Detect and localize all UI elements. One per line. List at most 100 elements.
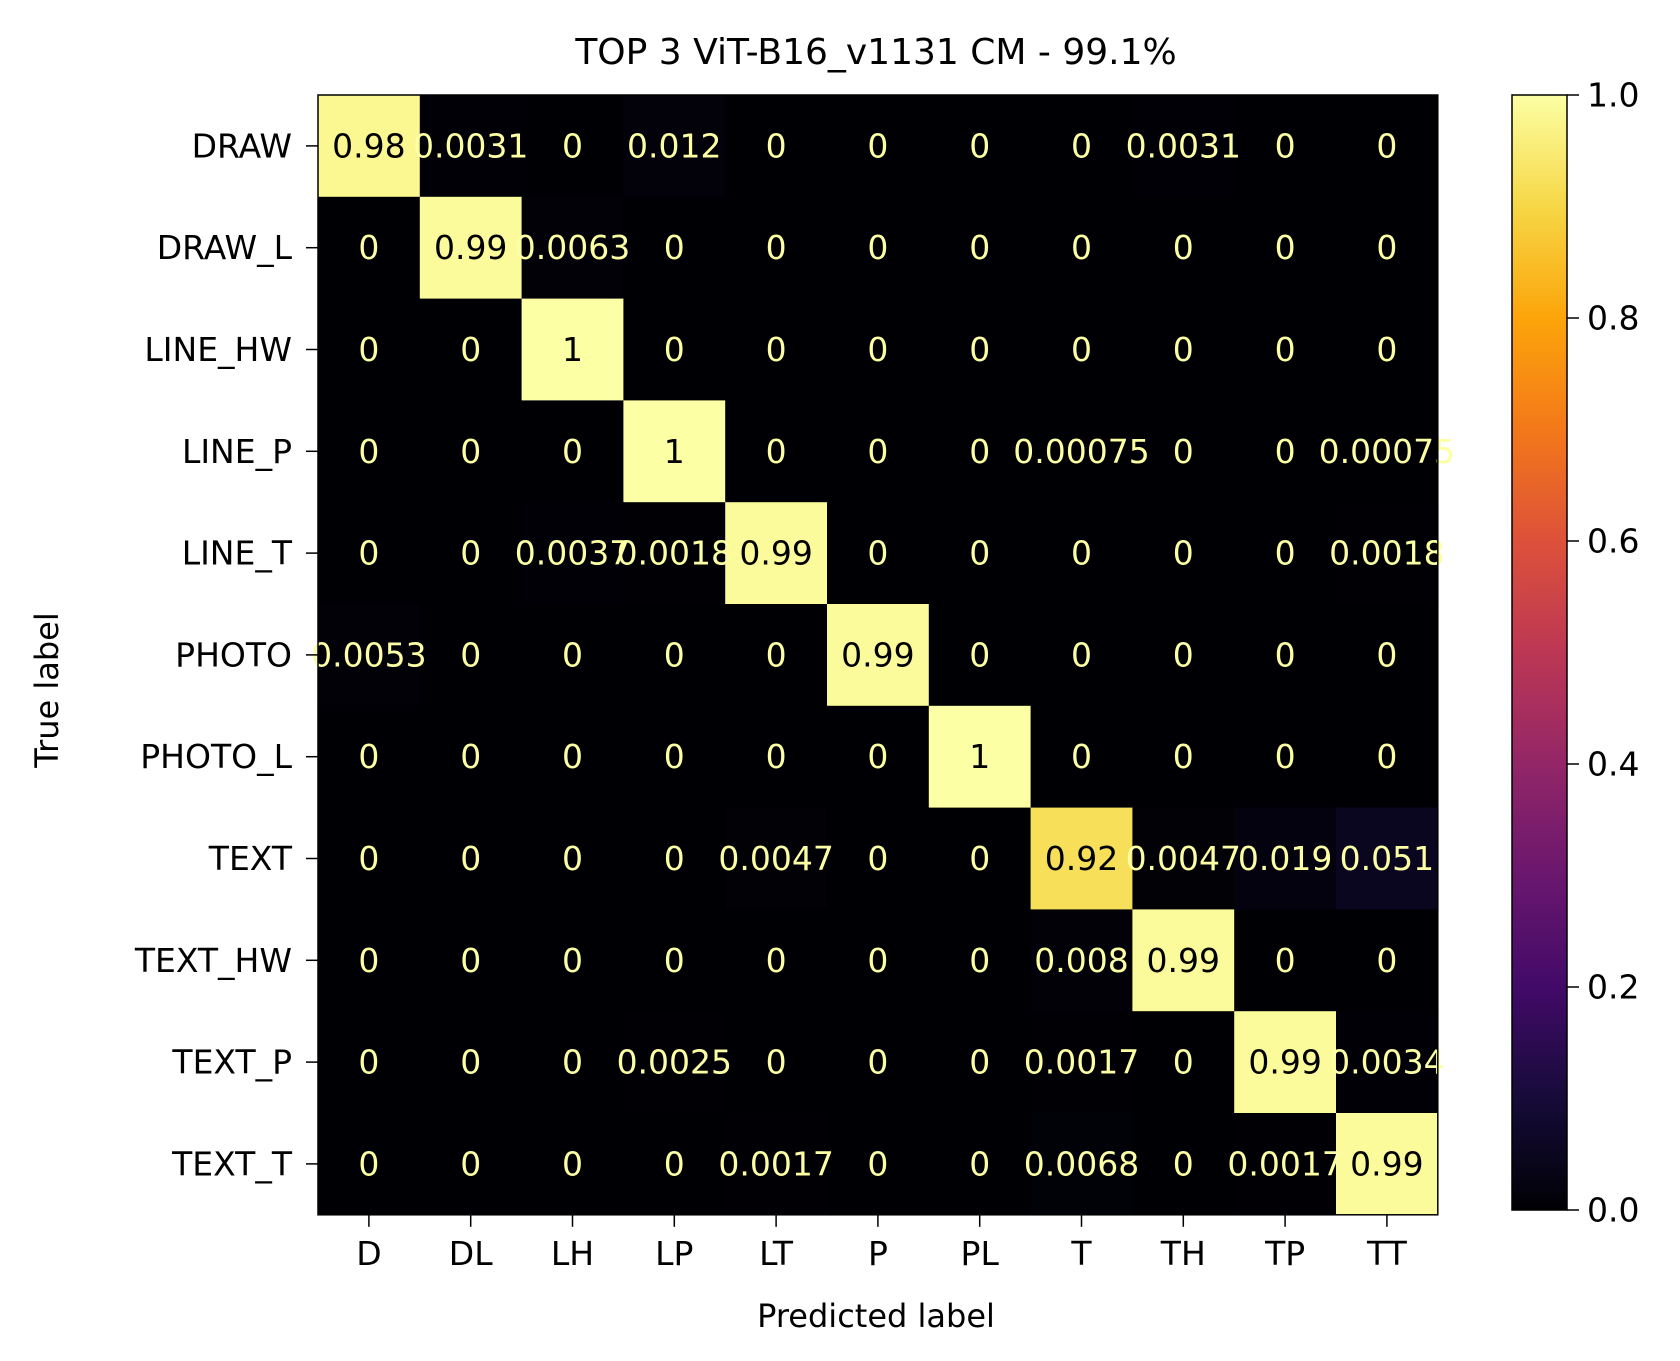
cell-value-label: 0 [1071, 635, 1092, 674]
cell-value-label: 0 [969, 941, 990, 980]
cell-value-label: 1 [562, 330, 583, 369]
heatmap-cell [1336, 298, 1439, 401]
heatmap-cell [725, 909, 828, 1012]
heatmap-cell [827, 95, 930, 198]
colorbar-tick-label: 1.0 [1587, 76, 1639, 115]
heatmap-cell [725, 298, 828, 401]
cell-value-label: 0 [969, 432, 990, 471]
cell-value-label: 0.0018 [617, 534, 732, 573]
cell-value-label: 0 [664, 941, 685, 980]
heatmap-cell [827, 604, 930, 707]
heatmap-cell [623, 705, 726, 809]
cell-value-label: 0 [358, 1144, 379, 1183]
cell-value-label: 0 [1376, 330, 1397, 369]
heatmap-cell-labels: 0.98 0.0031 0 0.012 0 0 0 0 0.0031 0 00 0.99 0.0063 0… [311, 126, 1455, 1183]
y-tick-label: PHOTO_L [140, 737, 292, 776]
cell-value-label: 0 [867, 1144, 888, 1183]
cell-value-label: 0 [1173, 1043, 1194, 1082]
heatmap-cell [521, 909, 624, 1012]
heatmap-cell [318, 909, 421, 1012]
x-axis: D DL LH LP LT P PL T TH TP TT [356, 1214, 1408, 1273]
cell-value-label: 0.0037 [515, 534, 630, 573]
heatmap-cell [1132, 298, 1235, 401]
heatmap-cell [623, 1011, 726, 1114]
y-tick-label: DRAW_L [157, 228, 293, 267]
cell-value-label: 0 [1173, 534, 1194, 573]
cell-value-label: 0.0053 [311, 635, 426, 674]
cell-value-label: 0 [867, 839, 888, 878]
cell-value-label: 0 [562, 737, 583, 776]
cell-value-label: 0 [969, 228, 990, 267]
cell-value-label: 0 [664, 330, 685, 369]
heatmap-cell [928, 400, 1032, 503]
colorbar-tick-label: 0.6 [1587, 522, 1639, 561]
heatmap-cell [928, 604, 1032, 707]
cell-value-label: 0 [1376, 635, 1397, 674]
cell-value-label: 0.051 [1340, 839, 1434, 878]
cell-value-label: 0 [1275, 635, 1296, 674]
heatmap-cell [318, 807, 421, 910]
colorbar-tick-label: 0.8 [1587, 299, 1639, 338]
y-tick-label: PHOTO [175, 635, 292, 674]
cell-value-label: 0 [358, 432, 379, 471]
heatmap-cell [1336, 604, 1439, 707]
colorbar-gradient [1511, 94, 1568, 1211]
heatmap-cell [1132, 604, 1235, 707]
colorbar-tick-label: 0.4 [1587, 745, 1639, 784]
cell-value-label: 0 [766, 330, 787, 369]
y-tick-label: LINE_T [182, 534, 293, 573]
cell-value-label: 0 [1275, 941, 1296, 980]
heatmap-cell [521, 95, 624, 198]
cell-value-label: 0 [358, 534, 379, 573]
cell-value-label: 0 [562, 1144, 583, 1183]
cell-value-label: 0 [460, 737, 481, 776]
cell-value-label: 0 [969, 1144, 990, 1183]
cell-value-label: 0 [1173, 330, 1194, 369]
x-tick-label: LP [655, 1234, 693, 1273]
heatmap-cell [419, 196, 523, 300]
heatmap-cell [419, 1113, 523, 1216]
cell-value-label: 0 [460, 941, 481, 980]
heatmap-cell [725, 807, 828, 910]
cell-value-label: 0 [766, 737, 787, 776]
cell-value-label: 0 [1376, 126, 1397, 165]
cell-value-label: 0.0034 [1329, 1043, 1444, 1082]
heatmap-cell [827, 196, 930, 300]
heatmap-cell [725, 196, 828, 300]
cell-value-label: 0 [969, 839, 990, 878]
heatmap-cell [725, 502, 828, 605]
cell-value-label: 0.0047 [1126, 839, 1241, 878]
heatmap-cell [419, 604, 523, 707]
cell-value-label: 0 [867, 432, 888, 471]
heatmap-cell [1336, 909, 1439, 1012]
heatmap-cell [1336, 196, 1439, 300]
heatmap-cell [1132, 196, 1235, 300]
cell-value-label: 1 [664, 432, 685, 471]
heatmap-cell [318, 502, 421, 605]
heatmap-cell [928, 196, 1032, 300]
heatmap-cell [419, 502, 523, 605]
cell-value-label: 0 [664, 839, 685, 878]
x-axis-label: Predicted label [757, 1297, 995, 1335]
cell-value-label: 0 [867, 534, 888, 573]
cell-value-label: 0 [766, 941, 787, 980]
heatmap-cell [928, 1011, 1032, 1114]
heatmap-cell [1234, 705, 1337, 809]
cell-value-label: 0.99 [1350, 1144, 1423, 1183]
heatmap-cell [827, 298, 930, 401]
heatmap-cell [1336, 1011, 1439, 1114]
heatmap-cell [1030, 298, 1133, 401]
cell-value-label: 0 [358, 737, 379, 776]
cell-value-label: 0 [358, 839, 379, 878]
cell-value-label: 0 [1376, 941, 1397, 980]
heatmap-cell [521, 298, 624, 401]
x-tick-label: LH [551, 1234, 594, 1273]
heatmap-cell [318, 298, 421, 401]
cell-value-label: 0 [664, 228, 685, 267]
y-tick-label: DRAW [192, 126, 292, 165]
heatmap-cell [623, 95, 726, 198]
heatmap-cell [725, 1011, 828, 1114]
cell-value-label: 0 [1173, 432, 1194, 471]
heatmap-cell [419, 298, 523, 401]
